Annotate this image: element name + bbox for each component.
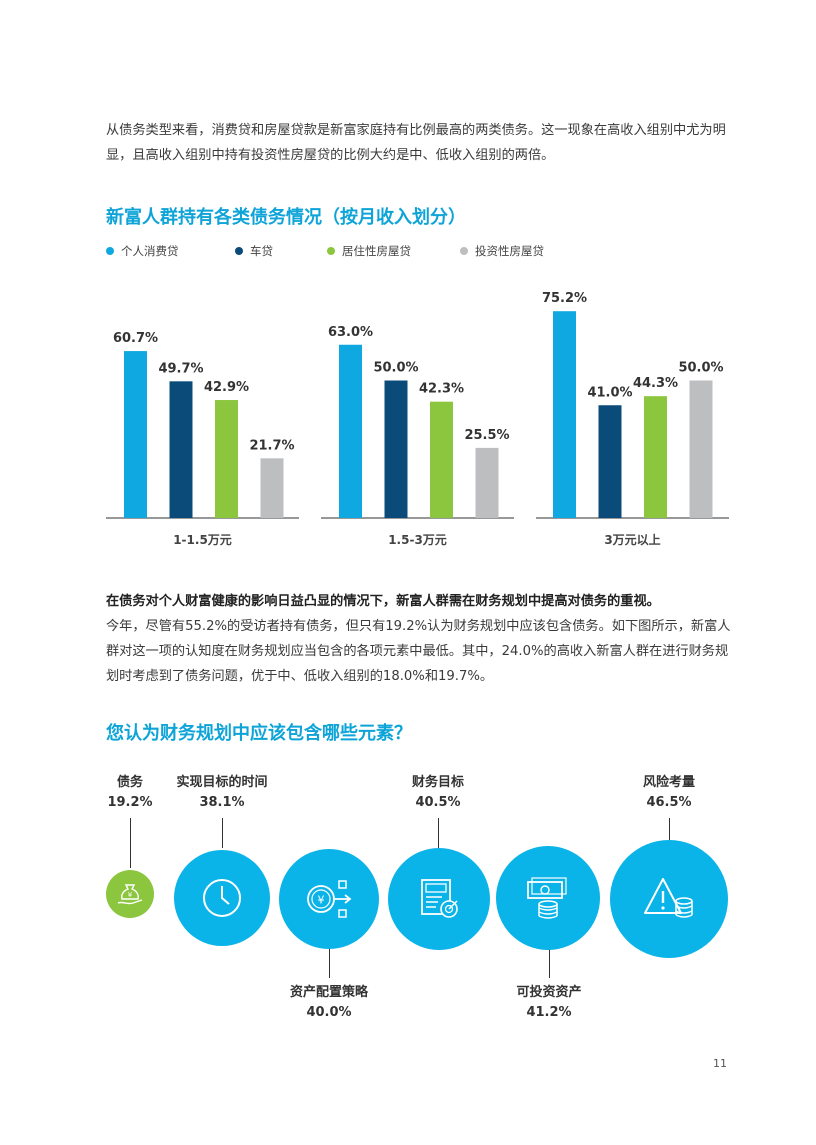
x-tick-label: 1.5-3万元 xyxy=(388,533,447,547)
bubble-goal xyxy=(388,848,490,950)
bar xyxy=(689,380,713,518)
x-tick-label: 1-1.5万元 xyxy=(173,533,232,547)
value-label: 19.2% xyxy=(107,795,153,810)
value-label: 46.5% xyxy=(646,795,692,810)
category-label: 债务 xyxy=(116,775,144,790)
legend-label: 居住性房屋贷 xyxy=(342,244,411,258)
data-label: 50.0% xyxy=(373,361,418,376)
intro-paragraph: 从债务类型来看，消费贷和房屋贷款是新富家庭持有比例最高的两类债务。这一现象在高收… xyxy=(106,123,726,163)
cash-coins-icon xyxy=(527,877,567,919)
value-label: 41.2% xyxy=(526,1005,572,1020)
bubble-risk xyxy=(610,840,728,958)
bar xyxy=(598,405,622,518)
legend-label: 投资性房屋贷 xyxy=(475,244,544,258)
connector-line xyxy=(130,818,132,868)
bar xyxy=(215,400,238,518)
data-label: 60.7% xyxy=(113,331,158,346)
connector-line xyxy=(222,818,224,848)
bar-chart: 1-1.5万元 60.7%49.7%42.9% 21.7% 1.5-3万元 63.0% 5… xyxy=(106,291,729,547)
bar xyxy=(339,344,362,518)
money-bag-hand-icon: ¥ xyxy=(117,884,143,905)
document-target-icon xyxy=(421,879,458,918)
paragraph-2-bold: 在债务对个人财富健康的影响日益凸显的情况下，新富人群需在财务规划中提高对债务的重… xyxy=(106,594,660,609)
bar xyxy=(169,381,193,518)
warning-coins-icon xyxy=(644,878,693,918)
bubble-allocation: ¥ xyxy=(279,849,379,949)
x-tick-label: 3万元以上 xyxy=(604,532,660,547)
bar xyxy=(260,458,284,518)
label-risk: 风险考量 46.5% xyxy=(643,773,695,813)
category-label: 实现目标的时间 xyxy=(176,775,268,790)
data-label: 42.9% xyxy=(204,380,249,395)
legend-dot xyxy=(327,247,335,255)
chart2-title: 您认为财务规划中应该包含哪些元素？ xyxy=(106,723,412,744)
page-number: 11 xyxy=(713,1057,727,1070)
bar xyxy=(384,380,408,518)
legend-dot xyxy=(106,247,114,255)
bar xyxy=(475,447,499,518)
bar xyxy=(430,401,453,518)
data-label: 21.7% xyxy=(249,438,294,453)
data-label: 50.0% xyxy=(678,361,723,376)
connector-line xyxy=(329,946,331,978)
svg-text:¥: ¥ xyxy=(318,894,325,907)
data-label: 42.3% xyxy=(419,382,464,397)
legend-item: 居住性房屋贷 xyxy=(327,243,411,259)
data-label: 44.3% xyxy=(633,376,678,391)
legend-dot xyxy=(235,247,243,255)
bubble-debt: ¥ xyxy=(106,870,154,918)
svg-text:¥: ¥ xyxy=(128,891,133,899)
chart-legend: 个人消费贷 车贷 居住性房屋贷 投资性房屋贷 xyxy=(106,243,706,259)
chart-title: 新富人群持有各类债务情况（按月收入划分） xyxy=(106,207,466,228)
category-label: 财务目标 xyxy=(411,775,465,790)
category-label: 可投资资产 xyxy=(516,985,582,1000)
data-label: 49.7% xyxy=(158,361,203,376)
bar xyxy=(644,396,667,518)
data-label: 75.2% xyxy=(542,291,587,306)
value-label: 40.0% xyxy=(306,1005,352,1020)
paragraph-2-text: 今年，尽管有55.2%的受访者持有债务，但只有19.2%认为财务规划中应该包含债… xyxy=(106,619,731,684)
legend-item: 个人消费贷 xyxy=(106,243,179,259)
bubble-assets xyxy=(496,846,600,950)
legend-label: 车贷 xyxy=(250,244,273,258)
label-time: 实现目标的时间 38.1% xyxy=(176,773,267,813)
connector-line xyxy=(438,818,440,848)
value-label: 38.1% xyxy=(199,795,245,810)
connector-line xyxy=(669,818,671,841)
data-label: 25.5% xyxy=(464,428,509,443)
label-goal: 财务目标 40.5% xyxy=(412,773,464,813)
legend-item: 投资性房屋贷 xyxy=(460,243,544,259)
yuan-flow-icon: ¥ xyxy=(307,880,352,918)
clock-icon xyxy=(203,879,241,917)
paragraph-2: 在债务对个人财富健康的影响日益凸显的情况下，新富人群需在财务规划中提高对债务的重… xyxy=(106,589,731,689)
data-label: 41.0% xyxy=(587,385,632,400)
bubble-time xyxy=(174,850,270,946)
legend-label: 个人消费贷 xyxy=(121,244,179,258)
bar xyxy=(553,311,576,518)
connector-line xyxy=(549,948,551,978)
label-allocation: 资产配置策略 40.0% xyxy=(290,983,368,1023)
bar xyxy=(124,351,147,518)
data-label: 63.0% xyxy=(328,325,373,340)
value-label: 40.5% xyxy=(415,795,461,810)
label-assets: 可投资资产 41.2% xyxy=(516,983,581,1023)
label-debt: 债务 19.2% xyxy=(107,773,152,813)
category-label: 风险考量 xyxy=(642,775,696,790)
category-label: 资产配置策略 xyxy=(289,985,369,1000)
legend-dot xyxy=(460,247,468,255)
legend-item: 车贷 xyxy=(235,243,273,259)
